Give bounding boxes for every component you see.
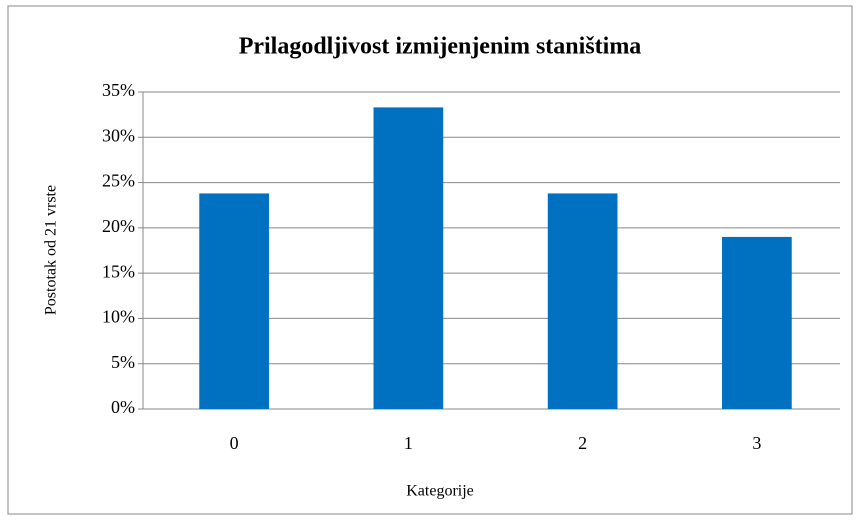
x-tick-label: 2 bbox=[578, 433, 587, 453]
y-axis-label: Postotak od 21 vrste bbox=[43, 185, 60, 315]
bar bbox=[373, 107, 444, 409]
bar bbox=[547, 193, 618, 409]
bar bbox=[199, 193, 269, 409]
y-tick-label: 0% bbox=[111, 397, 135, 417]
y-tick-label: 15% bbox=[102, 261, 135, 281]
x-tick-label: 1 bbox=[404, 433, 413, 453]
y-tick-label: 5% bbox=[111, 352, 135, 372]
x-tick-label: 3 bbox=[752, 433, 761, 453]
y-tick-label: 35% bbox=[102, 80, 135, 100]
y-tick-label: 20% bbox=[102, 216, 135, 236]
x-tick-label: 0 bbox=[230, 433, 239, 453]
bar bbox=[722, 236, 792, 409]
y-tick-label: 10% bbox=[102, 307, 135, 327]
chart-title: Prilagodljivost izmijenjenim staništima bbox=[239, 34, 642, 60]
y-tick-label: 25% bbox=[102, 171, 135, 191]
x-axis-label: Kategorije bbox=[406, 483, 474, 500]
y-tick-label: 30% bbox=[102, 125, 135, 145]
